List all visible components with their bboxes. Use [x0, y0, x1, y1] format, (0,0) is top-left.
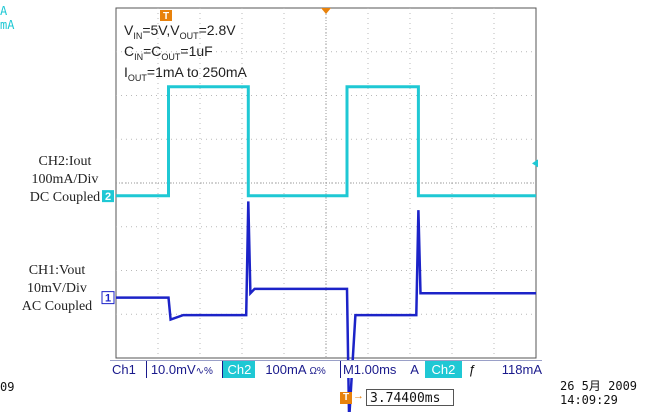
trig-pos-icon: T — [340, 392, 352, 404]
ch1-marker-text: 1 — [105, 293, 111, 305]
trig-marker-icon — [160, 10, 172, 21]
ch2-label: CH2:Iout 100mA/Div DC Coupled — [23, 153, 107, 207]
trig-slope-icon: ƒ — [468, 362, 476, 377]
corner-ma: mA — [0, 18, 15, 32]
traces — [116, 85, 536, 412]
ch2-trace — [116, 85, 536, 198]
ch2-scale: 100mA/Div — [31, 172, 99, 187]
ch2-status-label: Ch2 — [223, 361, 256, 378]
ch1-label: CH1:Vout 10mV/Div AC Coupled — [15, 262, 99, 316]
time: 14:09:29 — [560, 393, 618, 407]
markers: 2 1 T — [101, 8, 538, 305]
annotation-iout: IOUT=1mA to 250mA — [124, 64, 247, 83]
ch1-name: CH1:Vout — [28, 263, 86, 278]
ch2-name: CH2:Iout — [38, 154, 92, 169]
ch2-marker-text: 2 — [105, 191, 111, 203]
ch1-scale: 10mV/Div — [27, 281, 87, 296]
center-arrow-icon — [321, 8, 331, 14]
ch1-marker-icon — [101, 291, 115, 305]
trig-level: 118mA — [501, 362, 542, 377]
ch2-status-scale: 100mA — [265, 362, 306, 377]
ch2-status-symbols: Ω% — [309, 366, 326, 377]
ch2-marker-icon — [102, 190, 114, 203]
corner-bottom-left: 09 — [0, 380, 15, 394]
ch1-trace — [116, 201, 536, 412]
timebase: M1.00ms — [342, 362, 397, 377]
date-time: 26 5月 2009 14:09:29 — [560, 379, 637, 407]
corner-a: A — [0, 4, 8, 18]
annotation-cin-cout: CIN=COUT=1uF — [124, 43, 213, 62]
trig-channel: Ch2 — [424, 361, 463, 378]
ch1-status-symbols: ∿% — [195, 366, 213, 377]
grid — [115, 7, 537, 359]
trig-marker-text: T — [163, 11, 169, 22]
ch1-status-scale: 10.0mV — [150, 362, 196, 377]
trig-mode: A — [410, 362, 419, 377]
ch1-status-box: 10.0mV∿% — [145, 361, 224, 378]
annotation-vin-vout: VIN=5V,VOUT=2.8V — [124, 22, 236, 41]
trig-level-icon — [532, 159, 538, 168]
ch2-coupling: DC Coupled — [29, 190, 101, 205]
trigger-position: 3.74400ms — [366, 389, 454, 406]
status-bar: Ch1 10.0mV∿% Ch2 100mA Ω% M1.00ms A Ch2 … — [110, 360, 542, 378]
ch2-status-box: 100mA Ω% — [255, 361, 341, 378]
date: 26 5月 2009 — [560, 379, 638, 393]
ch1-status-label: Ch1 — [112, 362, 136, 377]
corner-top-left: A mA — [0, 4, 14, 32]
ch1-coupling: AC Coupled — [21, 299, 93, 314]
trig-pos-arrow-icon: → — [353, 390, 364, 402]
